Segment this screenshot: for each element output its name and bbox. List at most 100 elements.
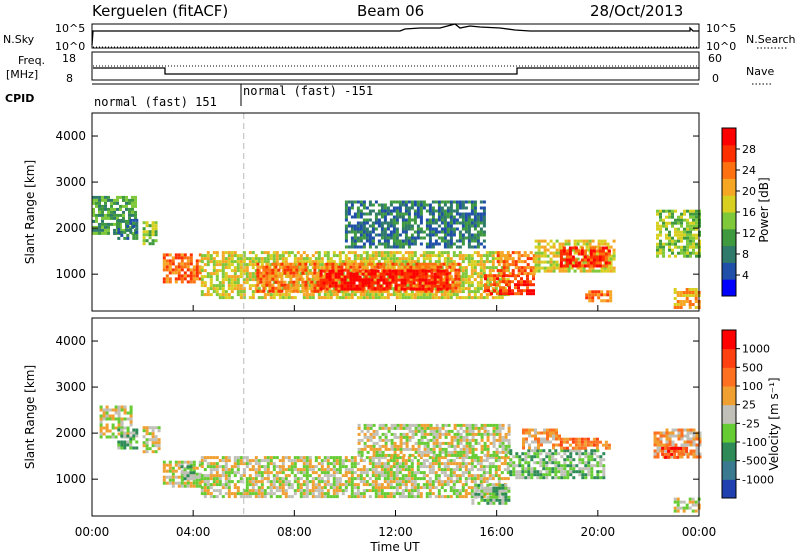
heatmap-cell [272, 281, 276, 285]
heatmap-cell [350, 459, 354, 463]
heatmap-cell [393, 450, 397, 454]
heatmap-cell [352, 284, 356, 288]
heatmap-cell [117, 443, 121, 447]
heatmap-cell [576, 242, 580, 246]
heatmap-cell [110, 201, 113, 205]
heatmap-cell [162, 253, 166, 257]
heatmap-cell [326, 293, 330, 297]
heatmap-cell [359, 212, 363, 216]
heatmap-cell [479, 263, 483, 267]
heatmap-cell [227, 495, 231, 499]
heatmap-cell [386, 251, 390, 255]
heatmap-cell [105, 411, 109, 415]
heatmap-cell [491, 254, 495, 258]
heatmap-cell [398, 495, 402, 499]
heatmap-cell [206, 287, 210, 291]
heatmap-cell [377, 471, 381, 475]
heatmap-cell [314, 275, 318, 279]
heatmap-cell [383, 456, 387, 460]
heatmap-cell [293, 465, 297, 469]
heatmap-cell [511, 274, 514, 278]
heatmap-cell [470, 263, 474, 267]
heatmap-cell [586, 261, 590, 265]
heatmap-cell [374, 468, 378, 472]
heatmap-cell [400, 262, 404, 266]
heatmap-cell [388, 281, 392, 285]
heatmap-cell [251, 459, 255, 463]
heatmap-cell [129, 446, 133, 450]
heatmap-cell [325, 281, 329, 285]
heatmap-cell [383, 236, 387, 240]
heatmap-cell [695, 218, 698, 222]
heatmap-cell [177, 271, 181, 275]
heatmap-cell [251, 251, 255, 255]
heatmap-cell [443, 227, 447, 231]
heatmap-cell [422, 251, 426, 255]
heatmap-cell [265, 277, 269, 281]
heatmap-cell [236, 489, 240, 493]
heatmap-cell [496, 260, 500, 264]
heatmap-cell [508, 292, 511, 296]
heatmap-cell [381, 426, 385, 430]
heatmap-cell [357, 432, 361, 436]
heatmap-cell [296, 459, 300, 463]
heatmap-cell [362, 200, 366, 204]
cpid-segment-2: normal (fast) -151 [243, 84, 373, 98]
heatmap-cell [473, 477, 477, 481]
heatmap-cell [555, 260, 559, 264]
heatmap-cell [365, 254, 369, 258]
heatmap-cell [595, 258, 599, 262]
heatmap-cell [227, 296, 231, 300]
heatmap-cell [233, 260, 237, 264]
heatmap-cell [389, 209, 393, 213]
heatmap-cell [368, 459, 372, 463]
heatmap-cell [105, 417, 109, 421]
heatmap-cell [230, 284, 234, 288]
heatmap-cell [107, 231, 110, 235]
heatmap-cell [377, 239, 381, 243]
heatmap-cell [257, 459, 261, 463]
heatmap-cell [452, 215, 456, 219]
heatmap-cell [674, 209, 677, 213]
heatmap-cell [386, 257, 390, 261]
heatmap-cell [380, 206, 384, 210]
heatmap-cell [107, 198, 110, 202]
heatmap-cell [101, 222, 104, 226]
heatmap-cell [200, 278, 204, 282]
heatmap-cell [256, 283, 260, 287]
heatmap-cell [416, 459, 420, 463]
heatmap-cell [362, 468, 366, 472]
heatmap-cell [374, 474, 378, 478]
heatmap-cell [428, 492, 432, 496]
heatmap-cell [145, 444, 149, 448]
heatmap-cell [425, 465, 429, 469]
heatmap-cell [116, 213, 119, 217]
heatmap-cell [186, 471, 190, 475]
heatmap-cell [299, 468, 303, 472]
heatmap-cell [496, 274, 499, 278]
heatmap-cell [367, 281, 371, 285]
heatmap-cell [145, 429, 149, 433]
heatmap-cell [186, 481, 190, 485]
heatmap-cell [332, 260, 336, 264]
heatmap-cell [520, 269, 524, 273]
heatmap-cell [505, 269, 509, 273]
heatmap-cell [418, 281, 422, 285]
heatmap-cell [395, 215, 399, 219]
heatmap-cell [413, 209, 417, 213]
heatmap-cell [458, 206, 462, 210]
heatmap-cell [488, 468, 492, 472]
heatmap-cell [389, 260, 393, 264]
heatmap-cell [99, 432, 103, 436]
heatmap-cell [344, 209, 348, 213]
heatmap-cell [154, 438, 158, 442]
heatmap-cell [248, 495, 252, 499]
heatmap-cell [117, 423, 121, 427]
heatmap-cell [594, 293, 598, 297]
heatmap-cell [517, 283, 520, 287]
heatmap-cell [680, 212, 683, 216]
heatmap-cell [263, 477, 267, 481]
heatmap-cell [482, 480, 486, 484]
heatmap-cell [206, 251, 210, 255]
heatmap-cell [446, 495, 450, 499]
